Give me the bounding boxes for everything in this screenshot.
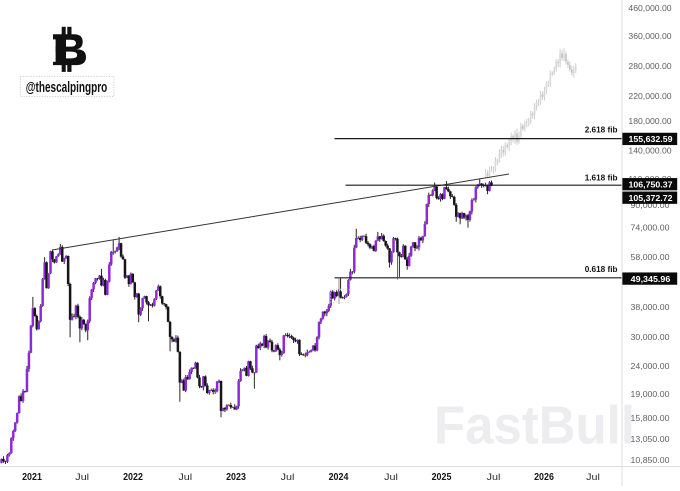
svg-text:360,000.00: 360,000.00 — [628, 31, 671, 41]
svg-text:105,372.72: 105,372.72 — [629, 193, 673, 203]
svg-text:49,345.96: 49,345.96 — [631, 274, 671, 284]
svg-text:Jul: Jul — [487, 472, 501, 483]
svg-text:90,000.00: 90,000.00 — [631, 200, 670, 210]
svg-text:58,000.00: 58,000.00 — [631, 252, 670, 262]
svg-text:Jul: Jul — [281, 472, 295, 483]
svg-text:1.618 fib: 1.618 fib — [585, 173, 618, 182]
svg-text:2022: 2022 — [123, 472, 143, 483]
svg-text:0.618 fib: 0.618 fib — [585, 265, 618, 274]
svg-text:460,000.00: 460,000.00 — [628, 3, 671, 13]
svg-text:2024: 2024 — [329, 472, 349, 483]
svg-text:220,000.00: 220,000.00 — [628, 91, 671, 101]
svg-text:2025: 2025 — [432, 472, 452, 483]
svg-text:10,850.00: 10,850.00 — [631, 455, 670, 465]
svg-text:Jul: Jul — [178, 472, 192, 483]
svg-text:2023: 2023 — [226, 472, 246, 483]
svg-text:2021: 2021 — [22, 472, 42, 483]
svg-text:140,000.00: 140,000.00 — [628, 146, 671, 156]
svg-text:FastBull: FastBull — [434, 396, 635, 456]
svg-text:13,050.00: 13,050.00 — [631, 434, 670, 444]
svg-text:280,000.00: 280,000.00 — [628, 61, 671, 71]
svg-text:30,000.00: 30,000.00 — [631, 332, 670, 342]
svg-text:2.618 fib: 2.618 fib — [585, 126, 618, 135]
svg-text:2026: 2026 — [534, 472, 554, 483]
svg-text:Jul: Jul — [586, 472, 600, 483]
svg-text:38,000.00: 38,000.00 — [631, 302, 670, 312]
svg-text:Jul: Jul — [75, 472, 89, 483]
svg-text:19,000.00: 19,000.00 — [631, 389, 670, 399]
svg-text:106,750.37: 106,750.37 — [629, 179, 673, 189]
svg-text:Jul: Jul — [384, 472, 398, 483]
svg-text:15,800.00: 15,800.00 — [631, 413, 670, 423]
svg-text:24,000.00: 24,000.00 — [631, 361, 670, 371]
svg-text:180,000.00: 180,000.00 — [628, 116, 671, 126]
svg-text:155,632.59: 155,632.59 — [629, 134, 673, 144]
svg-text:@thescalpingpro: @thescalpingpro — [26, 79, 108, 96]
svg-text:74,000.00: 74,000.00 — [631, 223, 670, 233]
